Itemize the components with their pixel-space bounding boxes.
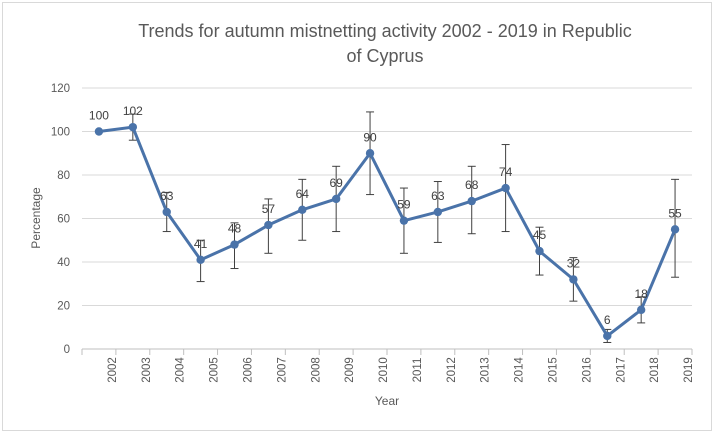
chart-title-line-2: of Cyprus xyxy=(346,46,423,66)
y-tick-label: 100 xyxy=(51,127,70,139)
x-tick-label: 2010 xyxy=(378,357,390,383)
data-label: 90 xyxy=(363,130,377,144)
data-label: 55 xyxy=(668,206,682,220)
x-tick-label: 2016 xyxy=(581,357,593,383)
x-tick-label: 2004 xyxy=(175,357,187,383)
x-tick-label: 2018 xyxy=(649,357,661,383)
data-label: 100 xyxy=(89,109,109,123)
data-point xyxy=(636,305,646,315)
data-label: 69 xyxy=(329,176,343,190)
data-label: 6 xyxy=(604,313,611,327)
data-point xyxy=(230,240,239,249)
data-point xyxy=(196,255,205,265)
y-tick-label: 80 xyxy=(57,170,70,182)
data-label: 64 xyxy=(296,187,310,201)
x-tick-label: 2013 xyxy=(480,357,492,383)
data-label: 41 xyxy=(194,237,208,251)
x-tick-label: 2009 xyxy=(344,357,356,383)
data-label: 18 xyxy=(634,287,648,301)
chart-frame xyxy=(2,2,712,431)
data-point xyxy=(569,275,578,284)
data-point xyxy=(331,194,341,204)
series-line xyxy=(97,125,677,338)
data-label: 48 xyxy=(228,222,242,236)
data-point xyxy=(603,331,612,341)
x-tick-label: 2005 xyxy=(209,357,221,383)
data-point xyxy=(501,183,510,193)
data-point xyxy=(535,246,544,256)
x-tick-label: 2015 xyxy=(548,357,560,383)
data-point xyxy=(264,220,273,230)
data-label: 59 xyxy=(397,198,411,212)
data-point xyxy=(399,216,409,225)
data-label: 57 xyxy=(262,202,276,216)
x-tick-label: 2011 xyxy=(412,358,424,383)
x-tick-label: 2019 xyxy=(683,357,695,383)
y-tick-label: 0 xyxy=(64,344,70,356)
data-point xyxy=(467,196,476,206)
x-tick-label: 2007 xyxy=(276,357,288,383)
data-label: 68 xyxy=(465,178,479,192)
data-point xyxy=(365,149,375,158)
x-tick-label: 2012 xyxy=(446,357,458,383)
data-label: 32 xyxy=(567,256,581,270)
y-tick-label: 60 xyxy=(57,214,70,226)
y-tick-label: 20 xyxy=(57,301,70,313)
x-tick-label: 2003 xyxy=(141,357,153,383)
x-tick-label: 2017 xyxy=(615,357,627,383)
data-point xyxy=(162,207,171,217)
data-label: 102 xyxy=(123,104,143,118)
data-point xyxy=(670,225,680,234)
chart-title-line-1: Trends for autumn mistnetting activity 2… xyxy=(138,21,632,41)
data-point xyxy=(298,205,307,214)
y-tick-label: 120 xyxy=(51,83,70,95)
x-axis-title: Year xyxy=(375,394,399,408)
data-point xyxy=(128,122,138,132)
data-label: 74 xyxy=(499,165,513,179)
y-tick-label: 40 xyxy=(57,257,70,269)
x-tick-label: 2014 xyxy=(514,357,526,383)
x-tick-label: 2008 xyxy=(310,357,322,383)
data-label: 63 xyxy=(160,189,174,203)
data-label: 45 xyxy=(533,228,547,242)
x-tick-label: 2006 xyxy=(243,357,255,383)
data-point xyxy=(94,127,104,136)
data-label: 63 xyxy=(431,189,445,203)
y-axis-title: Percentage xyxy=(29,187,43,249)
x-tick-label: 2002 xyxy=(107,357,119,383)
data-point xyxy=(433,207,443,217)
